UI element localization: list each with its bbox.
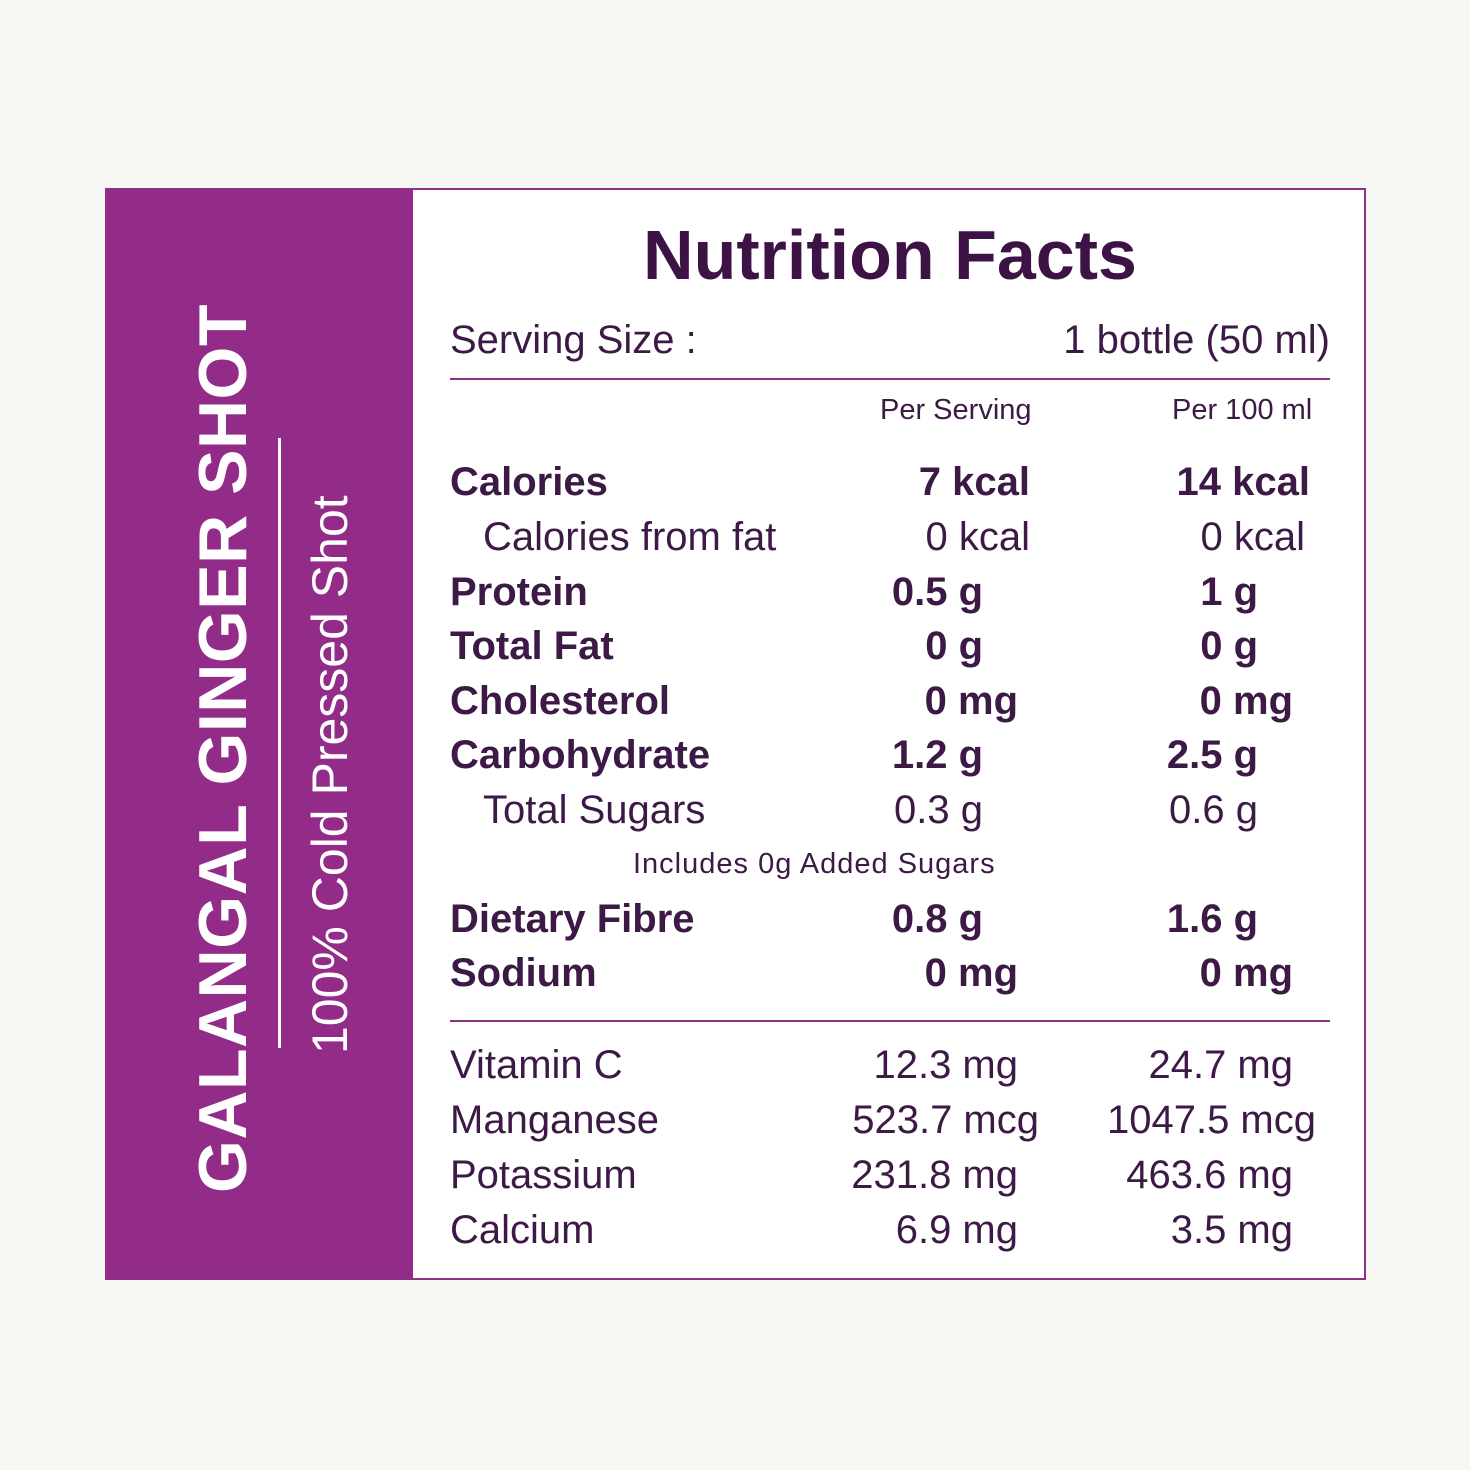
nutrient-per-100ml: 1.6 g [1166,897,1258,941]
serving-size-label: Serving Size : [450,318,697,362]
nutrient-per-serving: 0.5 g [891,570,983,614]
mineral-per-serving: 6.9 mg [895,1208,1018,1252]
nutrient-name: Total Fat [450,624,614,668]
nutrient-row: Total Fat 0 g 0 g [450,626,1330,670]
mineral-name: Calcium [450,1208,595,1252]
nutrient-per-100ml: 0 mg [1199,951,1293,995]
side-divider [278,438,281,1048]
minerals-divider [450,1020,1330,1022]
mineral-name: Potassium [450,1153,637,1197]
nutrient-per-100ml: 0 kcal [1200,515,1306,559]
nutrient-row: Sodium 0 mg 0 mg [450,953,1330,997]
nutrient-per-100ml: 1 g [1200,570,1258,614]
nutrient-per-serving: 0 kcal [925,515,1031,559]
added-sugars-note: Includes 0g Added Sugars [633,848,996,880]
nutrient-name: Sodium [450,951,597,995]
mineral-per-serving: 231.8 mg [851,1153,1018,1197]
nutrient-per-100ml: 0 mg [1199,679,1293,723]
nutrient-per-serving: 0 mg [924,951,1018,995]
nutrient-per-serving: 1.2 g [891,733,983,777]
nutrient-row: Calories 7 kcal 14 kcal [450,462,1330,506]
nutrition-panel: Nutrition Facts Serving Size : 1 bottle … [450,190,1330,1278]
nutrient-row: Cholesterol 0 mg 0 mg [450,681,1330,725]
nutrient-row: Protein 0.5 g 1 g [450,572,1330,616]
nutrient-per-100ml: 0.6 g [1169,788,1258,832]
nutrient-per-100ml: 2.5 g [1166,733,1258,777]
nutrient-name: Calories [450,460,608,504]
column-header-per-serving: Per Serving [880,394,1032,426]
nutrient-row: Total Sugars 0.3 g 0.6 g [450,790,1330,834]
mineral-per-100ml: 3.5 mg [1170,1208,1293,1252]
product-side-band: GALANGAL GINGER SHOT 100% Cold Pressed S… [107,190,413,1278]
column-header-per-100ml: Per 100 ml [1172,394,1313,426]
mineral-name: Vitamin C [450,1043,623,1087]
mineral-per-serving: 523.7 mcg [852,1098,1039,1142]
nutrient-row: Calories from fat 0 kcal 0 kcal [450,517,1330,561]
nutrient-name: Total Sugars [483,788,706,832]
mineral-row: Manganese 523.7 mcg 1047.5 mcg [450,1100,1330,1144]
mineral-per-100ml: 24.7 mg [1148,1043,1293,1087]
nutrient-per-serving: 0.8 g [891,897,983,941]
mineral-per-100ml: 1047.5 mcg [1106,1098,1316,1142]
nutrient-row: Carbohydrate 1.2 g 2.5 g [450,735,1330,779]
mineral-row: Calcium 6.9 mg 3.5 mg [450,1210,1330,1254]
panel-title: Nutrition Facts [643,216,1137,294]
nutrient-name: Carbohydrate [450,733,711,777]
header-divider [450,378,1330,380]
nutrient-per-100ml: 14 kcal [1176,460,1310,504]
serving-size-value: 1 bottle (50 ml) [1063,318,1330,362]
nutrient-per-serving: 0 mg [924,679,1018,723]
product-name: GALANGAL GINGER SHOT [185,304,261,1193]
nutrient-row: Dietary Fibre 0.8 g 1.6 g [450,899,1330,943]
nutrient-per-serving: 7 kcal [918,460,1030,504]
mineral-per-serving: 12.3 mg [873,1043,1018,1087]
mineral-name: Manganese [450,1098,660,1142]
nutrient-name: Calories from fat [483,515,777,559]
mineral-row: Vitamin C 12.3 mg 24.7 mg [450,1045,1330,1089]
mineral-row: Potassium 231.8 mg 463.6 mg [450,1155,1330,1199]
nutrient-name: Cholesterol [450,679,671,723]
nutrient-name: Dietary Fibre [450,897,695,941]
nutrient-per-serving: 0.3 g [894,788,983,832]
nutrient-name: Protein [450,570,588,614]
nutrition-label: GALANGAL GINGER SHOT 100% Cold Pressed S… [105,188,1366,1280]
mineral-per-100ml: 463.6 mg [1126,1153,1293,1197]
nutrient-per-100ml: 0 g [1200,624,1258,668]
product-tagline: 100% Cold Pressed Shot [302,495,358,1054]
nutrient-per-serving: 0 g [925,624,983,668]
